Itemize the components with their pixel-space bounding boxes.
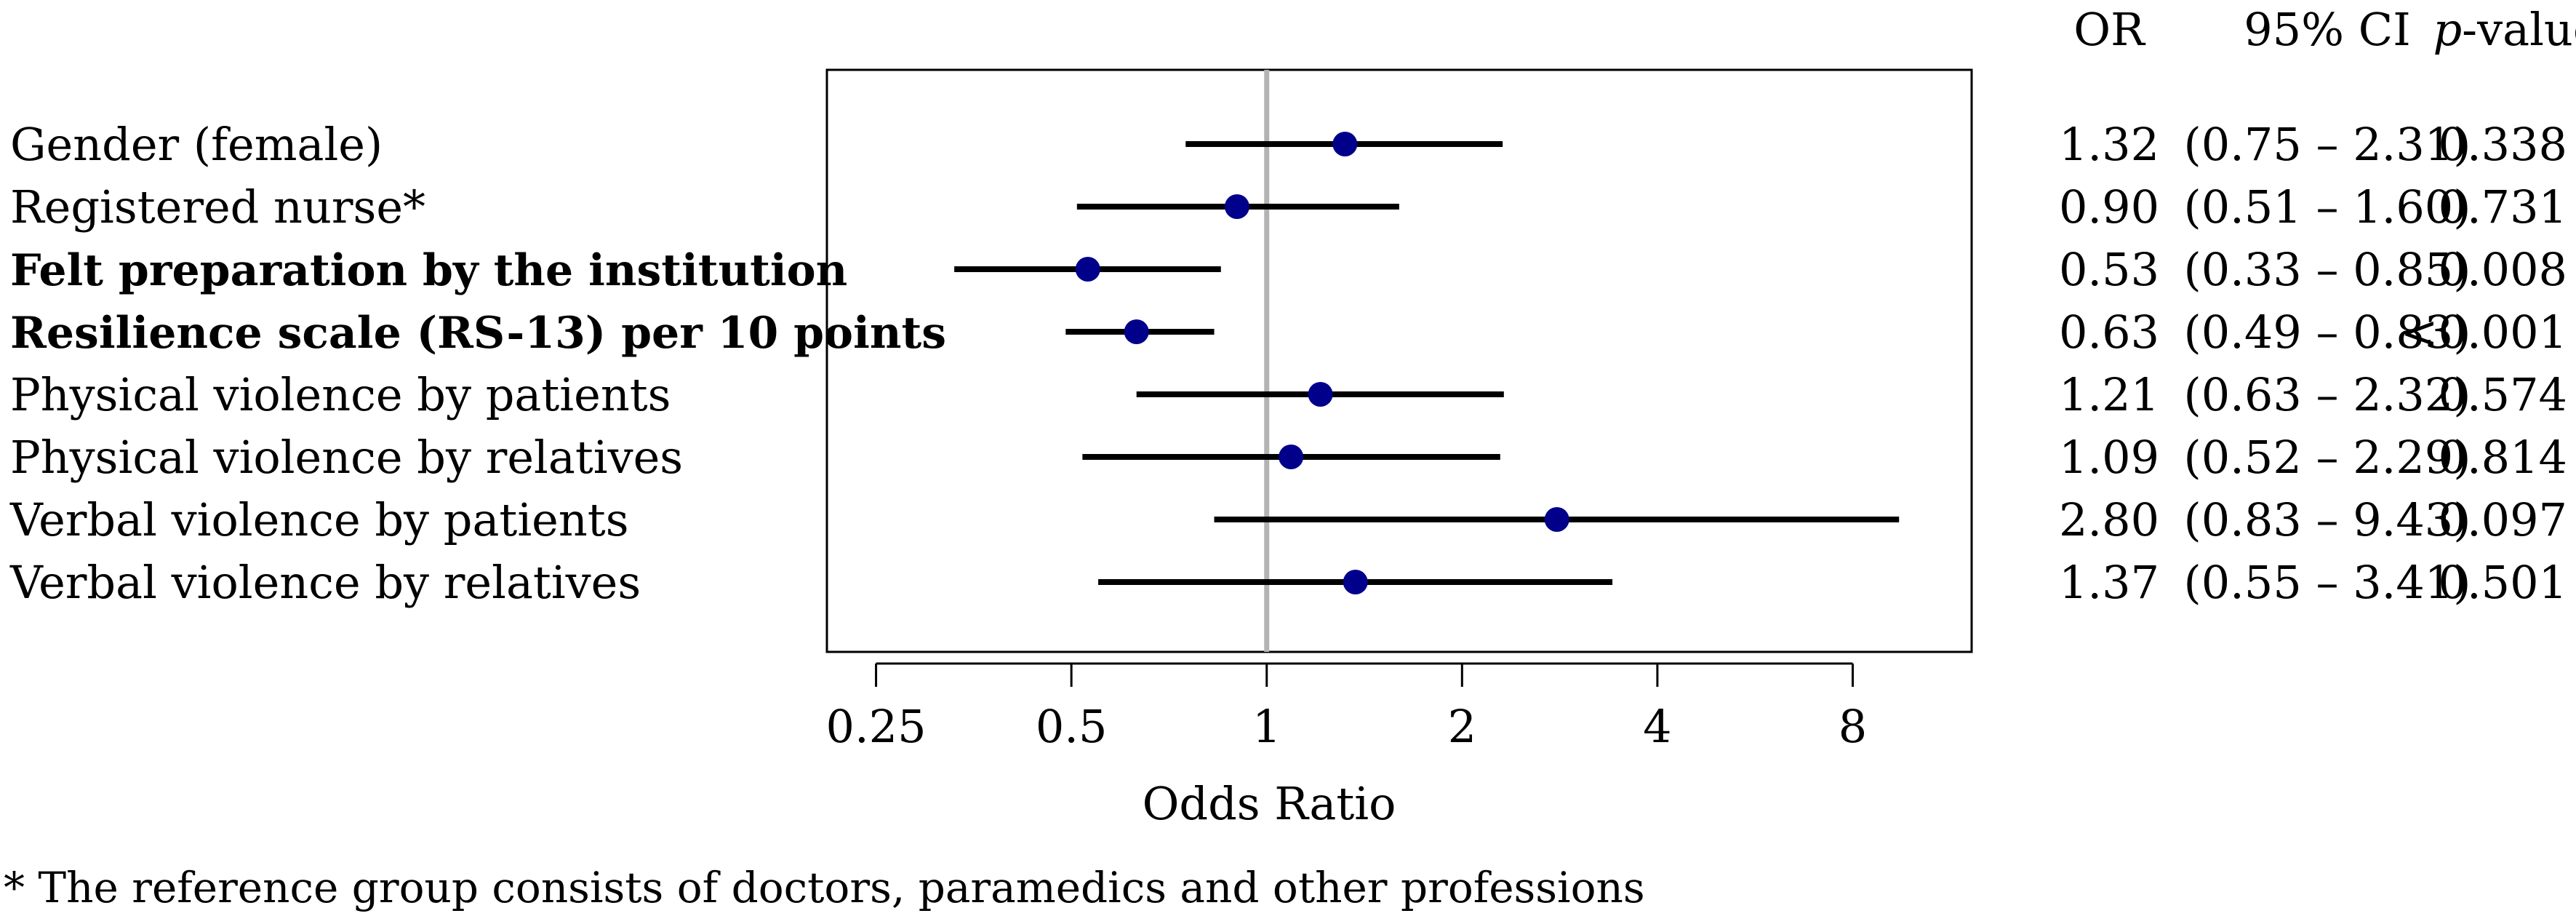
- p-value: <0.001: [2401, 306, 2567, 359]
- ci-value: (0.63 – 2.32): [2184, 368, 2471, 421]
- p-value-header-italic: p: [2433, 3, 2462, 56]
- or-value: 1.09: [2059, 431, 2159, 484]
- x-tick-label: 0.5: [1036, 700, 1108, 753]
- or-value: 0.90: [2059, 180, 2159, 234]
- row-label: Physical violence by patients: [10, 368, 671, 421]
- or-point: [1332, 132, 1358, 156]
- x-axis-title: Odds Ratio: [1143, 777, 1396, 830]
- plot-area: [825, 68, 1973, 653]
- or-value: 1.37: [2059, 556, 2159, 609]
- row-label: Verbal violence by relatives: [9, 556, 641, 609]
- or-value: 0.53: [2059, 243, 2159, 296]
- ci-value: (0.52 – 2.29): [2184, 431, 2471, 484]
- or-value: 0.63: [2059, 306, 2159, 359]
- ci-value: (0.83 – 9.43): [2184, 493, 2471, 546]
- table-headers: OR 95% CI p-value: [2073, 3, 2576, 56]
- x-tick-label: 4: [1643, 700, 1671, 753]
- row-label: Physical violence by relatives: [10, 431, 683, 484]
- ci-value: (0.55 – 3.41): [2184, 556, 2471, 609]
- row-label: Resilience scale (RS-13) per 10 points: [10, 308, 946, 359]
- p-value-column-header: p-value: [2433, 3, 2576, 56]
- ci-value: (0.75 – 2.31): [2184, 118, 2471, 171]
- p-value: 0.097: [2439, 493, 2568, 546]
- or-point: [1224, 194, 1249, 219]
- footnote: * The reference group consists of doctor…: [4, 863, 1645, 912]
- ci-column-header: 95% CI: [2244, 3, 2410, 56]
- x-tick-label: 8: [1839, 700, 1867, 753]
- p-value: 0.501: [2439, 556, 2568, 609]
- row-label: Verbal violence by patients: [9, 493, 629, 546]
- row-label: Felt preparation by the institution: [10, 245, 847, 296]
- or-point: [1124, 319, 1149, 344]
- row-label: Gender (female): [10, 118, 383, 171]
- p-value-header-rest: -value: [2462, 3, 2576, 56]
- or-value: 1.32: [2059, 118, 2159, 171]
- p-value: 0.008: [2439, 243, 2568, 296]
- or-value: 1.21: [2059, 368, 2159, 421]
- row-labels: Gender (female) Registered nurse* Felt pre…: [9, 118, 946, 609]
- or-point: [1075, 257, 1100, 282]
- plot-frame: [825, 68, 1973, 653]
- or-value: 2.80: [2059, 493, 2159, 546]
- or-column-header: OR: [2073, 3, 2146, 56]
- x-tick-label: 2: [1448, 700, 1476, 753]
- p-value: 0.731: [2439, 180, 2568, 234]
- x-tick-label: 0.25: [826, 700, 927, 753]
- x-tick-label: 1: [1252, 700, 1281, 753]
- p-value: 0.814: [2439, 431, 2568, 484]
- p-value: 0.338: [2439, 118, 2568, 171]
- row-label: Registered nurse*: [10, 180, 425, 234]
- ci-value: (0.33 – 0.85): [2184, 243, 2471, 296]
- or-point: [1544, 507, 1569, 532]
- ci-value: (0.51 – 1.60): [2184, 180, 2471, 234]
- or-point: [1308, 382, 1333, 407]
- or-point: [1343, 570, 1368, 594]
- x-axis: 0.25 0.5 1 2 4 8: [826, 662, 1867, 753]
- ci-value: (0.49 – 0.83): [2184, 306, 2471, 359]
- p-value: 0.574: [2439, 368, 2568, 421]
- or-point: [1279, 445, 1304, 469]
